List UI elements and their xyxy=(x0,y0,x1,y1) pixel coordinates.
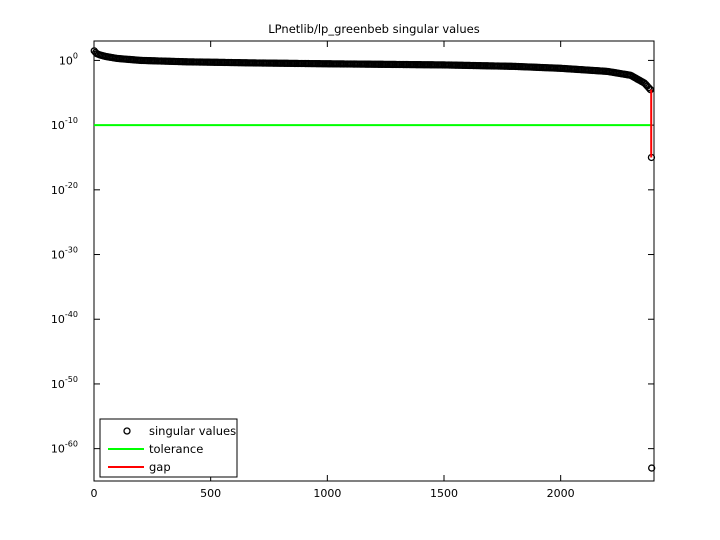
chart-title: LPnetlib/lp_greenbeb singular values xyxy=(268,22,479,36)
legend: singular values tolerance gap xyxy=(99,418,238,478)
legend-marker xyxy=(123,427,131,435)
y-tick-label: 10-10 xyxy=(51,116,78,132)
plot-area: 0 500 1000 1500 2000 100 10-10 10-20 10-30 10-40 1… xyxy=(51,40,656,500)
axes-box xyxy=(93,40,655,482)
legend-label: singular values xyxy=(149,424,236,438)
legend-label: tolerance xyxy=(149,442,203,456)
x-tick-label: 2000 xyxy=(547,487,575,500)
x-tick-label: 0 xyxy=(91,487,98,500)
y-tick-label: 100 xyxy=(59,51,78,67)
y-tick-label: 10-60 xyxy=(51,440,78,456)
y-tick-label: 10-50 xyxy=(51,375,78,391)
x-tick-label: 500 xyxy=(200,487,221,500)
x-tick-label: 1500 xyxy=(430,487,458,500)
x-tick-label: 1000 xyxy=(313,487,341,500)
y-tick-label: 10-40 xyxy=(51,310,78,326)
singular-value-point xyxy=(644,83,653,92)
y-tick-label: 10-30 xyxy=(51,246,78,262)
singular-value-point xyxy=(648,464,656,472)
legend-label: gap xyxy=(149,460,171,474)
y-tick-label: 10-20 xyxy=(51,181,78,197)
